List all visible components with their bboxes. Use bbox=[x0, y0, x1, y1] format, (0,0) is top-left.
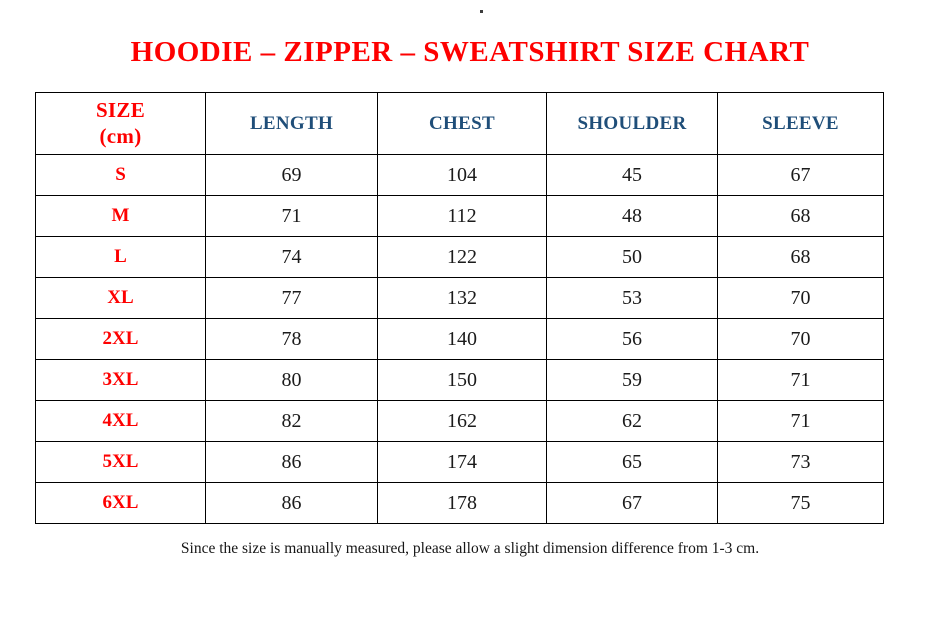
shoulder-value-cell: 67 bbox=[546, 482, 718, 524]
length-value-cell: 78 bbox=[205, 318, 378, 360]
length-value-cell: 82 bbox=[205, 400, 378, 442]
sleeve-value-cell: 71 bbox=[717, 400, 884, 442]
length-value-cell: 86 bbox=[205, 482, 378, 524]
footnote: Since the size is manually measured, ple… bbox=[180, 540, 760, 557]
chest-value-cell: 104 bbox=[377, 154, 547, 196]
size-header-label: SIZE bbox=[95, 98, 146, 123]
sleeve-value-cell: 70 bbox=[717, 277, 884, 319]
chest-value-cell: 162 bbox=[377, 400, 547, 442]
sleeve-value-cell: 67 bbox=[717, 154, 884, 196]
table-header: SIZE (cm) LENGTH CHEST SHOULDER SLEEVE bbox=[35, 92, 884, 155]
size-label-cell: M bbox=[35, 195, 206, 237]
size-row: 4XL 82 162 62 71 bbox=[35, 400, 884, 442]
sleeve-value-cell: 73 bbox=[717, 441, 884, 483]
shoulder-value-cell: 45 bbox=[546, 154, 718, 196]
shoulder-value-cell: 65 bbox=[546, 441, 718, 483]
size-label-cell: 3XL bbox=[35, 359, 206, 401]
size-label-cell: 6XL bbox=[35, 482, 206, 524]
size-row: M 71 112 48 68 bbox=[35, 195, 884, 237]
size-label-cell: XL bbox=[35, 277, 206, 319]
length-value-cell: 74 bbox=[205, 236, 378, 278]
size-label-cell: 4XL bbox=[35, 400, 206, 442]
sleeve-column-header: SLEEVE bbox=[717, 92, 884, 155]
size-label-cell: 2XL bbox=[35, 318, 206, 360]
shoulder-value-cell: 59 bbox=[546, 359, 718, 401]
size-row: S 69 104 45 67 bbox=[35, 154, 884, 196]
chest-value-cell: 178 bbox=[377, 482, 547, 524]
chest-value-cell: 150 bbox=[377, 359, 547, 401]
sleeve-value-cell: 71 bbox=[717, 359, 884, 401]
sleeve-value-cell: 70 bbox=[717, 318, 884, 360]
header-row: SIZE (cm) LENGTH CHEST SHOULDER SLEEVE bbox=[35, 92, 884, 155]
size-header-unit: (cm) bbox=[99, 123, 142, 148]
table-body: S 69 104 45 67 M 71 112 48 68 L 74 122 50 68 XL 77 132 53 7… bbox=[35, 154, 884, 524]
size-row: 2XL 78 140 56 70 bbox=[35, 318, 884, 360]
shoulder-value-cell: 50 bbox=[546, 236, 718, 278]
page-title: HOODIE – ZIPPER – SWEATSHIRT SIZE CHART bbox=[130, 36, 810, 68]
length-value-cell: 80 bbox=[205, 359, 378, 401]
length-value-cell: 71 bbox=[205, 195, 378, 237]
size-row: XL 77 132 53 70 bbox=[35, 277, 884, 319]
chest-value-cell: 122 bbox=[377, 236, 547, 278]
size-row: L 74 122 50 68 bbox=[35, 236, 884, 278]
size-label-cell: S bbox=[35, 154, 206, 196]
size-row: 6XL 86 178 67 75 bbox=[35, 482, 884, 524]
size-column-header: SIZE (cm) bbox=[35, 92, 206, 155]
length-value-cell: 77 bbox=[205, 277, 378, 319]
chest-value-cell: 112 bbox=[377, 195, 547, 237]
length-value-cell: 69 bbox=[205, 154, 378, 196]
size-chart-table: SIZE (cm) LENGTH CHEST SHOULDER SLEEVE S… bbox=[35, 92, 884, 524]
chest-value-cell: 174 bbox=[377, 441, 547, 483]
shoulder-value-cell: 48 bbox=[546, 195, 718, 237]
length-value-cell: 86 bbox=[205, 441, 378, 483]
chest-value-cell: 132 bbox=[377, 277, 547, 319]
length-column-header: LENGTH bbox=[205, 92, 378, 155]
sleeve-value-cell: 75 bbox=[717, 482, 884, 524]
size-label-cell: 5XL bbox=[35, 441, 206, 483]
shoulder-value-cell: 53 bbox=[546, 277, 718, 319]
size-row: 3XL 80 150 59 71 bbox=[35, 359, 884, 401]
sleeve-value-cell: 68 bbox=[717, 236, 884, 278]
size-label-cell: L bbox=[35, 236, 206, 278]
stray-dot bbox=[480, 10, 483, 13]
shoulder-column-header: SHOULDER bbox=[546, 92, 718, 155]
size-row: 5XL 86 174 65 73 bbox=[35, 441, 884, 483]
shoulder-value-cell: 62 bbox=[546, 400, 718, 442]
sleeve-value-cell: 68 bbox=[717, 195, 884, 237]
chest-column-header: CHEST bbox=[377, 92, 547, 155]
shoulder-value-cell: 56 bbox=[546, 318, 718, 360]
chest-value-cell: 140 bbox=[377, 318, 547, 360]
